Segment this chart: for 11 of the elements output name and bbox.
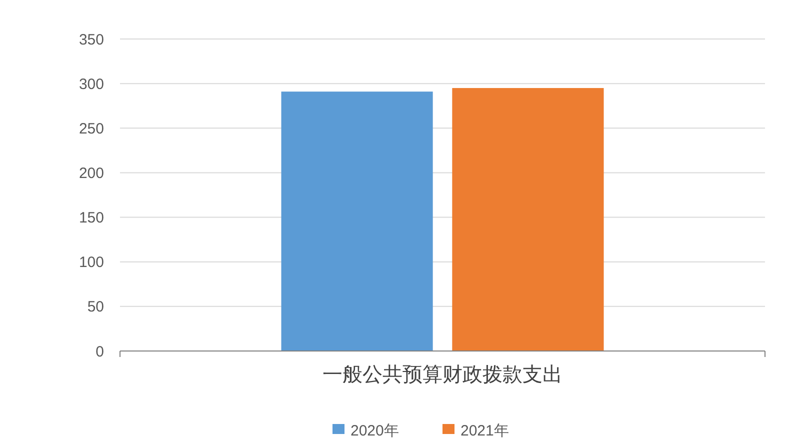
y-tick-label: 0 — [96, 343, 104, 360]
y-tick-label: 50 — [87, 298, 104, 316]
y-tick-label: 350 — [78, 31, 104, 48]
y-tick-label: 100 — [78, 254, 104, 272]
y-tick-label: 150 — [78, 210, 104, 227]
legend-label: 2021年 — [460, 422, 509, 440]
y-tick-label: 300 — [78, 76, 104, 93]
y-tick-label: 200 — [78, 164, 104, 182]
x-tick-label: 一般公共预算财政拨款支出 — [322, 364, 562, 386]
y-tick-label: 250 — [78, 120, 104, 138]
legend-label: 2020年 — [350, 422, 399, 440]
